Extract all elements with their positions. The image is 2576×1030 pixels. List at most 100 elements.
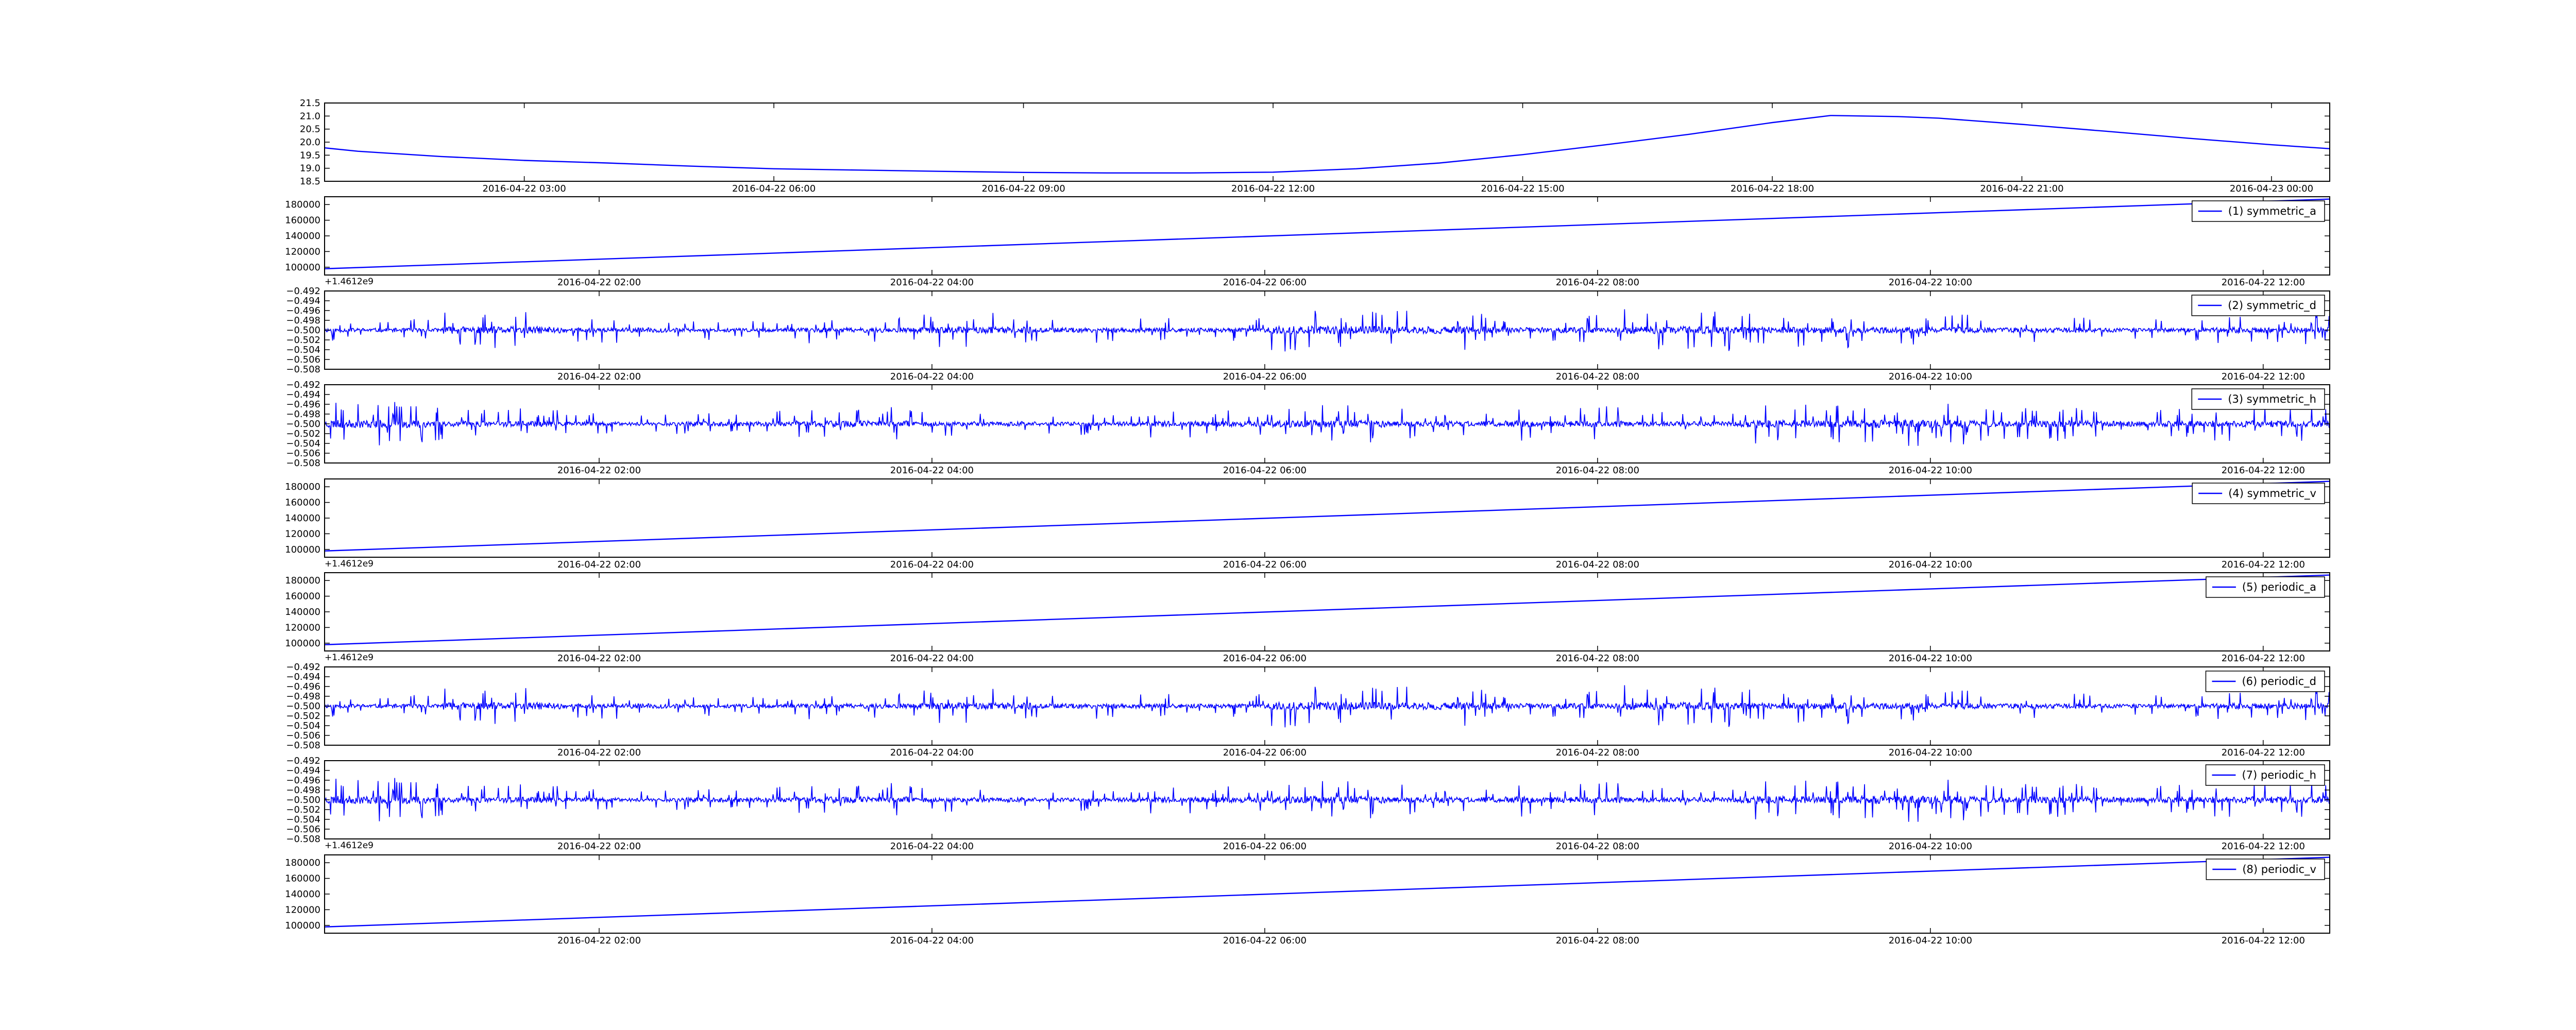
x-tick-label: 2016-04-22 09:00: [981, 183, 1065, 194]
y-tick-label: 19.5: [300, 150, 320, 161]
x-tick-label: 2016-04-22 06:00: [1223, 465, 1307, 476]
x-tick-label: 2016-04-22 02:00: [557, 371, 641, 382]
y-tick-label: −0.504: [286, 345, 320, 355]
y-tick-label: −0.496: [286, 681, 320, 692]
x-tick-label: 2016-04-22 06:00: [1223, 371, 1307, 382]
legend: (6) periodic_d: [2205, 671, 2325, 692]
y-tick-label: 180000: [285, 857, 320, 868]
y-tick-label: −0.496: [286, 305, 320, 316]
y-tick-label: 21.5: [300, 98, 320, 109]
legend-label: (7) periodic_h: [2242, 769, 2316, 782]
x-tick-label: 2016-04-23 00:00: [2230, 183, 2313, 194]
x-tick-label: 2016-04-22 02:00: [557, 935, 641, 946]
x-tick-label: 2016-04-22 08:00: [1556, 371, 1639, 382]
legend-label: (4) symmetric_v: [2228, 487, 2316, 500]
x-tick-label: 2016-04-22 02:00: [557, 747, 641, 758]
x-tick-label: 2016-04-22 12:00: [2222, 277, 2305, 288]
panel-1: 100000 120000 140000 160000 180000 2016-04-22…: [285, 196, 2330, 288]
legend-label: (5) periodic_a: [2242, 581, 2316, 594]
x-tick-label: 2016-04-22 10:00: [1889, 277, 1972, 288]
y-tick-label: −0.508: [286, 740, 320, 751]
y-tick-label: 140000: [285, 513, 320, 524]
y-tick-label: 140000: [285, 889, 320, 900]
x-tick-label: 2016-04-22 10:00: [1889, 935, 1972, 946]
series-line: [325, 115, 2330, 174]
series-line: [325, 856, 2330, 928]
x-tick-label: 2016-04-22 21:00: [1980, 183, 2063, 194]
y-tick-label: 100000: [285, 638, 320, 649]
x-tick-label: 2016-04-22 04:00: [890, 747, 974, 758]
y-tick-label: −0.494: [286, 765, 320, 776]
y-tick-label: −0.508: [286, 458, 320, 469]
y-tick-label: 160000: [285, 591, 320, 602]
legend-label: (3) symmetric_h: [2228, 393, 2316, 406]
y-tick-label: −0.506: [286, 354, 320, 365]
y-tick-label: 180000: [285, 199, 320, 210]
y-tick-label: 140000: [285, 231, 320, 242]
panel-8: 100000 120000 140000 160000 180000 2016-04-22…: [285, 854, 2330, 946]
x-tick-label: 2016-04-22 10:00: [1889, 747, 1972, 758]
x-tick-label: 2016-04-22 12:00: [1231, 183, 1315, 194]
x-tick-label: 2016-04-22 12:00: [2222, 841, 2305, 852]
y-tick-label: 180000: [285, 482, 320, 492]
x-offset-label: +1.4612e9: [325, 840, 374, 851]
y-tick-label: 100000: [285, 262, 320, 273]
legend-label: (8) periodic_v: [2242, 863, 2316, 876]
x-tick-label: 2016-04-22 12:00: [2222, 747, 2305, 758]
y-tick-label: −0.498: [286, 691, 320, 702]
x-tick-label: 2016-04-22 12:00: [2222, 465, 2305, 476]
series-group: [325, 480, 2330, 552]
legend: (2) symmetric_d: [2191, 295, 2325, 316]
y-tick-label: 19.0: [300, 163, 320, 174]
y-tick-label: −0.492: [286, 662, 320, 673]
x-tick-label: 2016-04-22 10:00: [1889, 559, 1972, 570]
series-group: [325, 856, 2330, 928]
legend: (8) periodic_v: [2206, 859, 2325, 880]
x-tick-label: 2016-04-22 08:00: [1556, 747, 1639, 758]
y-tick-label: −0.506: [286, 730, 320, 741]
series-line: [325, 309, 2330, 352]
y-tick-label: −0.498: [286, 409, 320, 420]
y-tick-label: 100000: [285, 920, 320, 931]
x-tick-label: 2016-04-22 08:00: [1556, 935, 1639, 946]
x-tick-label: 2016-04-22 10:00: [1889, 653, 1972, 664]
y-tick-label: 160000: [285, 497, 320, 508]
x-tick-label: 2016-04-22 10:00: [1889, 841, 1972, 852]
y-tick-label: −0.494: [286, 389, 320, 400]
x-tick-label: 2016-04-22 04:00: [890, 559, 974, 570]
series-group: [325, 574, 2330, 645]
y-tick-label: −0.502: [286, 335, 320, 346]
x-tick-label: 2016-04-22 02:00: [557, 559, 641, 570]
y-tick-label: −0.500: [286, 795, 320, 805]
panel-7: −0.508−0.506−0.504−0.502−0.500−0.498−0.4…: [286, 756, 2330, 852]
legend: (5) periodic_a: [2206, 576, 2325, 598]
x-offset-label: +1.4612e9: [325, 653, 374, 663]
y-tick-label: −0.494: [286, 672, 320, 682]
x-tick-label: 2016-04-22 04:00: [890, 371, 974, 382]
x-tick-label: 2016-04-22 02:00: [557, 653, 641, 664]
series-group: [325, 309, 2330, 352]
x-tick-label: 2016-04-22 18:00: [1731, 183, 1814, 194]
y-tick-label: 20.0: [300, 137, 320, 148]
y-tick-label: −0.500: [286, 419, 320, 430]
y-tick-label: −0.504: [286, 814, 320, 825]
y-tick-label: −0.506: [286, 448, 320, 459]
series-line: [325, 480, 2330, 552]
y-tick-label: 180000: [285, 575, 320, 586]
y-tick-label: −0.492: [286, 380, 320, 390]
series-line: [325, 574, 2330, 645]
y-tick-label: −0.498: [286, 785, 320, 796]
y-tick-label: 120000: [285, 528, 320, 539]
x-tick-label: 2016-04-22 08:00: [1556, 841, 1639, 852]
y-tick-label: −0.498: [286, 315, 320, 326]
x-tick-label: 2016-04-22 02:00: [557, 465, 641, 476]
y-tick-label: −0.502: [286, 804, 320, 815]
panel-3: −0.508−0.506−0.504−0.502−0.500−0.498−0.4…: [286, 380, 2330, 476]
y-tick-label: −0.494: [286, 296, 320, 306]
y-tick-label: 21.0: [300, 111, 320, 122]
y-tick-label: −0.496: [286, 399, 320, 410]
x-tick-label: 2016-04-22 02:00: [557, 841, 641, 852]
x-tick-label: 2016-04-22 12:00: [2222, 559, 2305, 570]
